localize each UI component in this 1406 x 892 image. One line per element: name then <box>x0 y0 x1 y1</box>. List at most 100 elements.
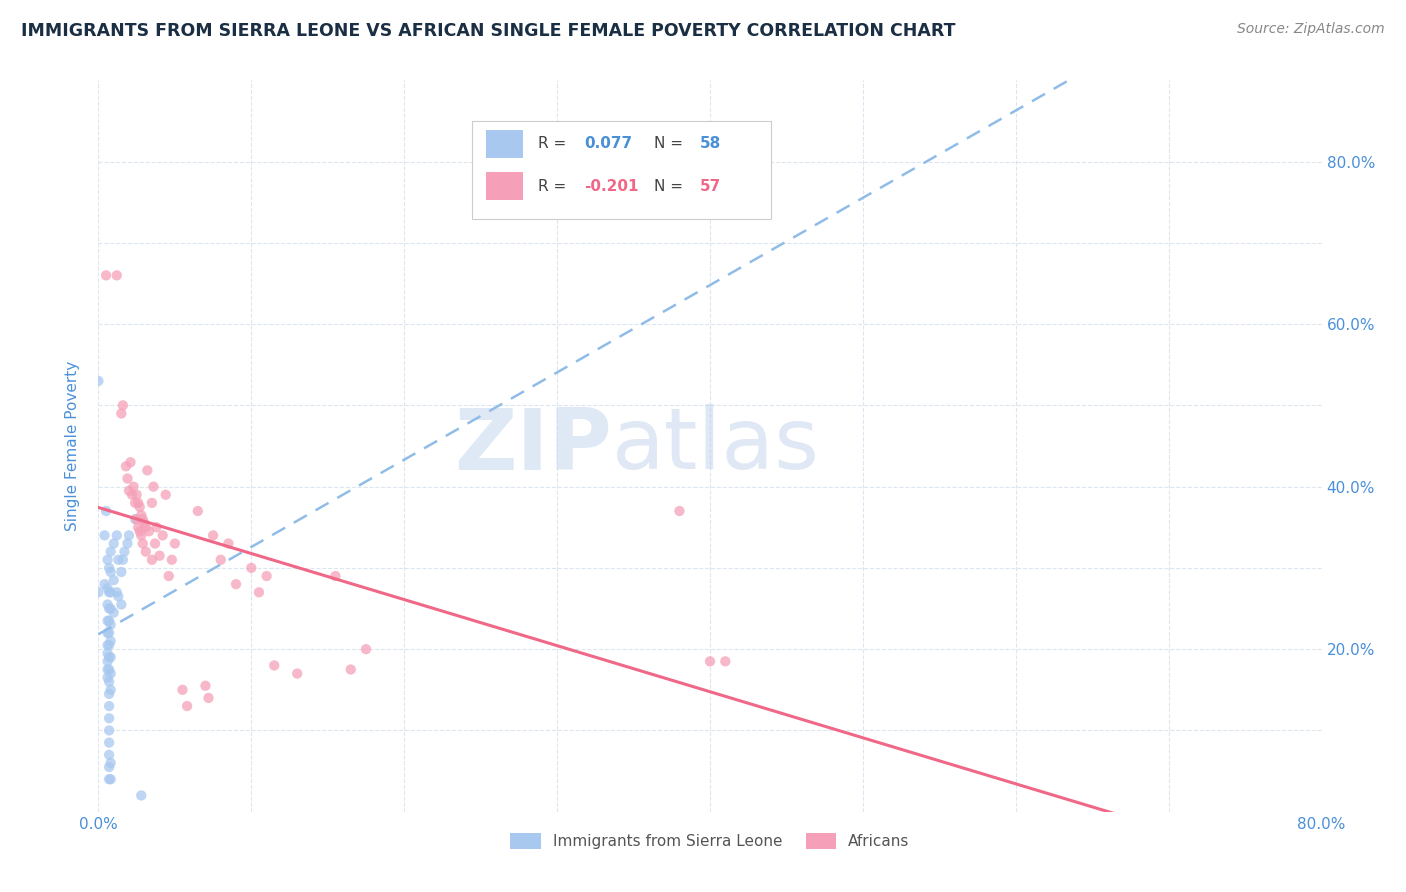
Point <box>93 528 115 542</box>
Point <box>163 536 186 550</box>
Point <box>197 690 219 705</box>
Point <box>103 573 125 587</box>
Point <box>714 654 737 668</box>
Point <box>112 544 135 558</box>
Text: IMMIGRANTS FROM SIERRA LEONE VS AFRICAN SINGLE FEMALE POVERTY CORRELATION CHART: IMMIGRANTS FROM SIERRA LEONE VS AFRICAN … <box>21 22 956 40</box>
Point <box>98 663 121 677</box>
Point <box>138 524 160 539</box>
Point <box>134 516 156 531</box>
Point <box>98 772 121 787</box>
Point <box>124 496 146 510</box>
Point <box>263 658 285 673</box>
Legend: Immigrants from Sierra Leone, Africans: Immigrants from Sierra Leone, Africans <box>505 827 915 855</box>
Text: R =: R = <box>537 136 571 152</box>
Point <box>120 455 142 469</box>
Point <box>87 374 110 388</box>
Point <box>194 679 217 693</box>
Point <box>699 654 721 668</box>
Point <box>128 524 150 539</box>
Point <box>98 747 121 762</box>
Point <box>97 614 120 628</box>
Point <box>105 528 128 542</box>
Point <box>160 553 183 567</box>
Point <box>100 634 122 648</box>
Point <box>100 565 122 579</box>
Point <box>129 528 152 542</box>
Point <box>98 614 121 628</box>
Point <box>105 585 128 599</box>
Point <box>118 483 141 498</box>
Point <box>97 581 120 595</box>
FancyBboxPatch shape <box>471 120 772 219</box>
Point <box>97 598 120 612</box>
Point <box>98 561 121 575</box>
Point <box>87 585 110 599</box>
Point <box>125 488 148 502</box>
Text: 57: 57 <box>700 178 721 194</box>
Point <box>247 585 270 599</box>
Point <box>132 536 155 550</box>
FancyBboxPatch shape <box>486 130 523 158</box>
Point <box>97 663 120 677</box>
Text: ZIP: ZIP <box>454 404 612 488</box>
Point <box>339 663 361 677</box>
Point <box>132 512 155 526</box>
Text: R =: R = <box>537 178 571 194</box>
Point <box>100 666 122 681</box>
Point <box>136 463 159 477</box>
Point <box>98 626 121 640</box>
Point <box>142 480 165 494</box>
Point <box>100 682 122 697</box>
Point <box>354 642 377 657</box>
Point <box>121 488 143 502</box>
Point <box>202 528 225 542</box>
Point <box>135 544 157 558</box>
Point <box>668 504 690 518</box>
Point <box>129 789 152 803</box>
Point <box>94 268 117 283</box>
Point <box>107 590 129 604</box>
Point <box>217 536 239 550</box>
Point <box>172 682 194 697</box>
Point <box>141 496 163 510</box>
Point <box>98 711 121 725</box>
Point <box>100 585 122 599</box>
Point <box>124 512 146 526</box>
Point <box>98 674 121 689</box>
Text: 58: 58 <box>700 136 721 152</box>
Point <box>285 666 308 681</box>
Y-axis label: Single Female Poverty: Single Female Poverty <box>65 361 80 531</box>
Point <box>100 617 122 632</box>
Point <box>111 398 134 412</box>
Point <box>110 407 132 421</box>
Point <box>98 760 121 774</box>
Point <box>97 646 120 660</box>
Point <box>100 650 122 665</box>
Point <box>209 553 232 567</box>
Text: 0.077: 0.077 <box>583 136 633 152</box>
Text: Source: ZipAtlas.com: Source: ZipAtlas.com <box>1237 22 1385 37</box>
Point <box>157 569 180 583</box>
Point <box>127 520 149 534</box>
Point <box>97 553 120 567</box>
Point <box>155 488 177 502</box>
Text: atlas: atlas <box>612 404 820 488</box>
Point <box>129 508 152 522</box>
Point <box>98 650 121 665</box>
Point <box>149 549 172 563</box>
Point <box>98 723 121 738</box>
Point <box>117 536 139 550</box>
Text: N =: N = <box>654 136 688 152</box>
Point <box>98 687 121 701</box>
Point <box>117 471 139 485</box>
Point <box>135 520 157 534</box>
Point <box>97 638 120 652</box>
Point <box>98 736 121 750</box>
Point <box>93 577 115 591</box>
Point <box>97 626 120 640</box>
FancyBboxPatch shape <box>486 172 523 200</box>
Text: N =: N = <box>654 178 688 194</box>
Point <box>125 512 148 526</box>
Point <box>111 553 134 567</box>
Point <box>98 699 121 714</box>
